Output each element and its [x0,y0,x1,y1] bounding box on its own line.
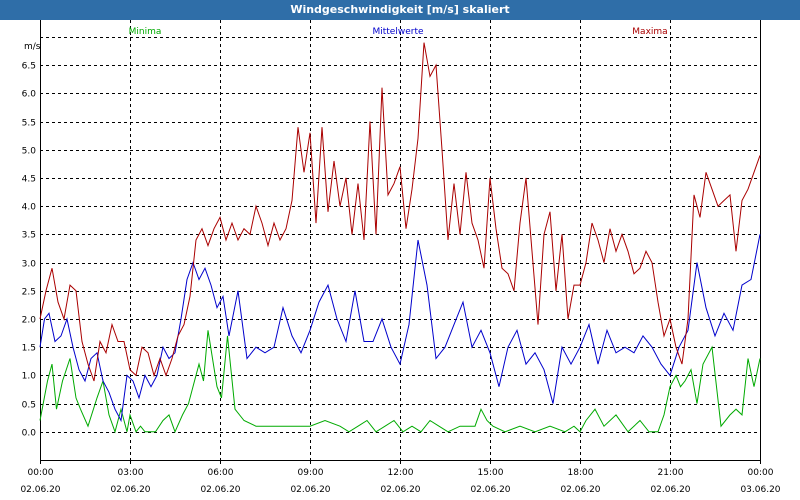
axes: 0.0 0.5 1.0 1.5 2.0 2.5 3.0 3.5 4.0 4.5 5.0 5.5 6.0 6… [20,20,781,495]
series-line-maxima [39,42,761,382]
x-tick-date-label: 02.06.20 [560,485,600,495]
y-tick-label: 3.0 [22,260,37,270]
x-tick-date-label: 02.06.20 [380,485,420,495]
y-tick-label: 5.0 [22,147,37,157]
x-tick-date-label: 02.06.20 [650,485,690,495]
x-tick-date-label: 02.06.20 [290,485,330,495]
wind-speed-chart: 0.0 0.5 1.0 1.5 2.0 2.5 3.0 3.5 4.0 4.5 5.0 5.5 6.0 6… [20,20,781,495]
y-axis-label: m/s [24,42,41,52]
x-tick-time-label: 00:00 [748,468,774,478]
y-tick-label: 6.5 [22,62,36,72]
x-tick-date-label: 02.06.20 [20,485,60,495]
x-tick-time-label: 06:00 [208,468,234,478]
x-tick-time-label: 12:00 [388,468,414,478]
x-tick-date-label: 02.06.20 [200,485,240,495]
x-tick-date-label: 02.06.20 [470,485,510,495]
y-tick-label: 5.5 [22,119,36,129]
legend-mittelwerte: Mittelwerte [372,27,423,37]
y-tick-label: 2.0 [22,316,37,326]
x-tick-time-label: 18:00 [568,468,594,478]
grid [40,20,760,460]
y-tick-label: 0.5 [22,401,36,411]
y-tick-label: 1.5 [22,344,36,354]
chart-title: Windgeschwindigkeit [m/s] skaliert [0,0,800,20]
y-tick-label: 6.0 [22,90,37,100]
legend-minima: Minima [129,27,162,37]
x-tick-date-label: 02.06.20 [110,485,150,495]
x-tick-time-label: 03:00 [118,468,144,478]
series-line-mittelwerte [39,234,761,423]
x-tick-time-label: 09:00 [298,468,324,478]
x-tick-time-label: 15:00 [478,468,504,478]
series-line-minima [39,330,761,434]
y-tick-label: 3.5 [22,231,36,241]
legend: Minima Mittelwerte Maxima [129,27,668,37]
y-tick-label: 0.0 [22,429,37,439]
y-tick-label: 4.5 [22,175,36,185]
y-tick-label: 1.0 [22,372,37,382]
x-tick-time-label: 00:00 [28,468,54,478]
y-tick-label: 4.0 [22,203,37,213]
x-tick-time-label: 21:00 [658,468,684,478]
series-lines [39,42,761,434]
y-tick-label: 2.5 [22,288,36,298]
legend-maxima: Maxima [632,27,667,37]
x-tick-date-label: 03.06.20 [740,485,780,495]
